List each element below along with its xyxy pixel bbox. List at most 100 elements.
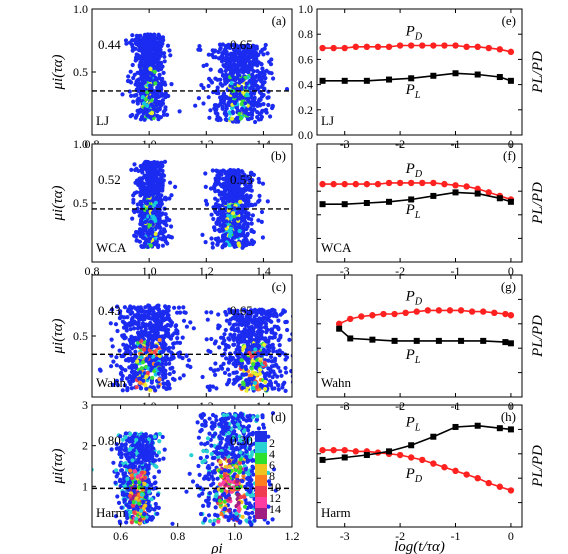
scatter-point [212,443,217,448]
scatter-point [131,369,136,374]
scatter-point [152,507,157,512]
scatter-point [164,315,169,321]
scatter-point [148,219,153,224]
scatter-point [130,62,135,68]
scatter-point [161,173,167,178]
scatter-point [120,388,125,393]
scatter-point [236,339,241,344]
scatter-point [160,243,165,248]
scatter-point [237,228,242,234]
scatter-point [266,350,271,355]
scatter-point [251,69,256,74]
scatter-point [154,240,159,245]
scatter-point [151,196,156,201]
scatter-point [213,76,218,81]
scatter-point [237,460,243,465]
scatter-point [128,431,133,436]
scatter-point [259,61,264,66]
scatter-point [207,76,212,81]
scatter-point [238,69,243,74]
scatter-point [177,376,183,381]
scatter-point [153,176,158,181]
scatter-point [157,309,162,314]
scatter-point [253,347,258,352]
scatter-point [147,70,152,76]
scatter-point [237,348,242,353]
scatter-point [243,214,248,219]
scatter-point [152,69,157,74]
scatter-point [139,492,145,497]
scatter-point [236,344,241,349]
scatter-point [168,180,173,185]
scatter-point [218,441,223,446]
scatter-point [227,357,232,362]
scatter-point [259,312,264,317]
scatter-point [249,61,254,66]
scatter-point [140,215,145,220]
scatter-point [257,77,262,82]
scatter-point [259,209,265,215]
scatter-point [141,189,146,194]
scatter-point [256,176,261,182]
scatter-point [123,435,128,440]
scatter-point [135,230,140,235]
scatter-point [144,356,149,361]
scatter-point [270,375,275,380]
scatter-point [271,312,276,317]
scatter-point [166,382,172,387]
scatter-point [186,358,191,363]
scatter-point [139,179,144,184]
y-axis-label: μi(τα) [50,319,66,355]
scatter-point [266,434,271,439]
scatter-point [240,385,245,390]
scatter-point [232,101,238,106]
scatter-point [148,66,153,72]
scatter-point [135,35,140,40]
scatter-point [287,337,292,342]
scatter-point [239,169,244,174]
scatter-point [258,117,263,122]
y-tick-label: 1.0 [73,137,88,151]
scatter-point [243,110,248,115]
scatter-point [201,85,206,91]
scatter-point [208,186,214,191]
scatter-point [204,454,210,459]
scatter-point [153,165,158,170]
scatter-point [276,383,281,388]
scatter-point [271,467,277,472]
scatter-point [161,112,167,117]
scatter-point [135,460,140,465]
scatter-point [117,348,122,353]
scatter-point [137,453,142,459]
scatter-point [156,187,161,192]
system-label: Wahn [96,375,126,390]
scatter-point [153,231,158,236]
scatter-point [223,327,228,333]
scatter-point [155,223,160,228]
scatter-point [118,463,123,468]
scatter-point [134,516,139,521]
scatter-point [171,369,176,375]
scatter-point [233,82,238,87]
scatter-point [202,419,207,424]
scatter-point [139,308,144,314]
scatter-point [119,505,124,510]
scatter-point [238,457,243,462]
scatter-point [229,81,234,86]
scatter-point [149,450,155,455]
scatter-point [108,321,113,326]
scatter-point [238,195,243,200]
scatter-point [135,206,140,211]
scatter-point [233,190,238,195]
scatter-point [132,93,137,98]
scatter-point [137,380,143,385]
scatter-point [165,346,170,351]
scatter-point [228,226,234,231]
scatter-point [124,492,129,497]
scatter-point [197,472,202,477]
scatter-point [138,210,143,215]
scatter-point [220,106,225,111]
scatter-point [153,362,158,367]
scatter-point [134,504,140,509]
scatter-point [214,168,219,173]
